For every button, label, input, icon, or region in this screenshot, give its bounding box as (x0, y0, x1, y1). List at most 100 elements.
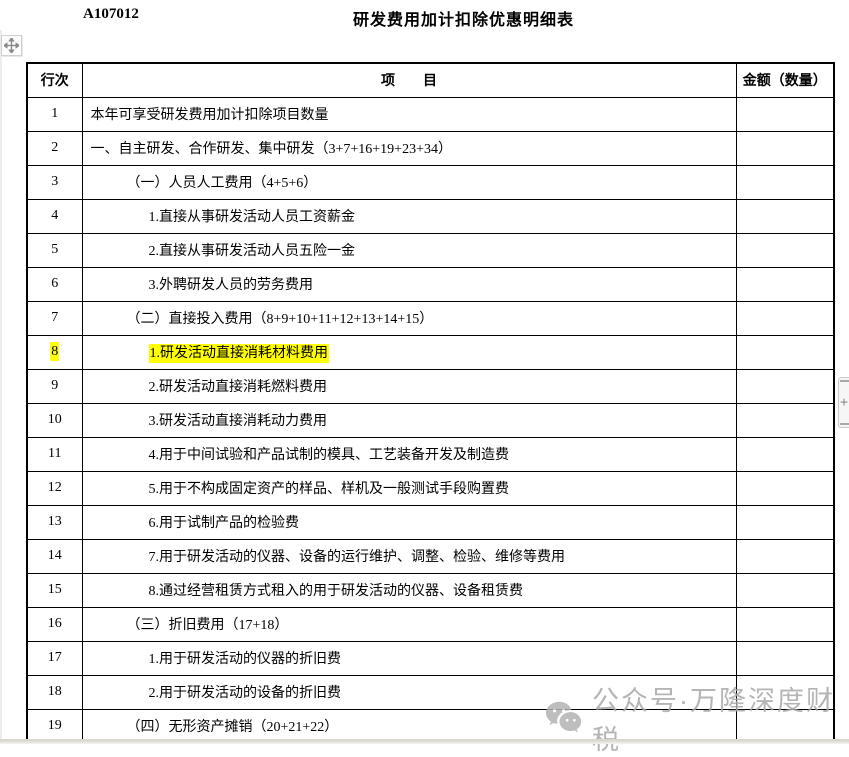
row-no-cell: 14 (26, 538, 83, 574)
page-left-edge (0, 30, 2, 744)
amount-cell[interactable] (735, 300, 835, 336)
amount-cell[interactable] (735, 708, 835, 744)
row-no-text: 15 (47, 582, 62, 597)
row-no-cell: 13 (26, 504, 83, 540)
row-no-cell: 1 (26, 96, 83, 132)
row-no-cell: 15 (26, 572, 83, 608)
row-no-cell: 18 (26, 674, 83, 710)
row-no-cell: 3 (26, 164, 83, 200)
amount-cell[interactable] (735, 606, 835, 642)
table-row: 13 6.用于试制产品的检验费 (26, 504, 835, 540)
item-cell[interactable]: （二）直接投入费用（8+9+10+11+12+13+14+15） (81, 300, 737, 336)
item-cell[interactable]: 8.通过经营租赁方式租入的用于研发活动的仪器、设备租赁费 (81, 572, 737, 608)
amount-cell[interactable] (735, 164, 835, 200)
table-move-handle[interactable] (1, 35, 22, 56)
amount-cell[interactable] (735, 402, 835, 438)
amount-cell[interactable] (735, 470, 835, 506)
table-row: 17 1.用于研发活动的仪器的折旧费 (26, 640, 835, 676)
item-cell[interactable]: 2.研发活动直接消耗燃料费用 (81, 368, 737, 404)
item-cell[interactable]: （四）无形资产摊销（20+21+22） (81, 708, 737, 744)
item-cell[interactable]: 7.用于研发活动的仪器、设备的运行维护、调整、检验、维修等费用 (81, 538, 737, 574)
table-row: 6 3.外聘研发人员的劳务费用 (26, 266, 835, 302)
item-cell[interactable]: 1.直接从事研发活动人员工资薪金 (81, 198, 737, 234)
amount-cell[interactable] (735, 504, 835, 540)
item-text: 2.用于研发活动的设备的折旧费 (148, 686, 342, 701)
item-cell[interactable]: 3.研发活动直接消耗动力费用 (81, 402, 737, 438)
row-no-cell: 8 (26, 334, 83, 370)
item-text: 1.研发活动直接消耗材料费用 (148, 344, 329, 363)
item-cell[interactable]: 5.用于不构成固定资产的样品、样机及一般测试手段购置费 (81, 470, 737, 506)
row-no-text: 1 (51, 106, 59, 121)
amount-cell[interactable] (735, 368, 835, 404)
table-row: 11 4.用于中间试验和产品试制的模具、工艺装备开发及制造费 (26, 436, 835, 472)
plus-handle-icon: + (840, 395, 848, 410)
form-code: A107012 (83, 6, 139, 22)
amount-cell[interactable] (735, 266, 835, 302)
amount-cell[interactable] (735, 674, 835, 710)
amount-cell[interactable] (735, 334, 835, 370)
row-no-cell: 9 (26, 368, 83, 404)
item-cell[interactable]: 一、自主研发、合作研发、集中研发（3+7+16+19+23+34） (81, 130, 737, 166)
item-cell[interactable]: 6.用于试制产品的检验费 (81, 504, 737, 540)
row-no-cell: 17 (26, 640, 83, 676)
amount-cell[interactable] (735, 538, 835, 574)
item-text: 一、自主研发、合作研发、集中研发（3+7+16+19+23+34） (90, 142, 452, 157)
amount-cell[interactable] (735, 96, 835, 132)
move-icon (4, 38, 19, 53)
item-text: （二）直接投入费用（8+9+10+11+12+13+14+15） (126, 312, 434, 327)
row-no-cell: 11 (26, 436, 83, 472)
item-text: 1.用于研发活动的仪器的折旧费 (148, 652, 342, 667)
item-cell[interactable]: 1.研发活动直接消耗材料费用 (81, 334, 737, 370)
item-cell[interactable]: 本年可享受研发费用加计扣除项目数量 (81, 96, 737, 132)
item-cell[interactable]: 2.直接从事研发活动人员五险一金 (81, 232, 737, 268)
amount-cell[interactable] (735, 572, 835, 608)
row-no-text: 16 (47, 616, 62, 631)
item-cell[interactable]: 3.外聘研发人员的劳务费用 (81, 266, 737, 302)
row-no-text: 5 (51, 242, 59, 257)
header-row-no: 行次 (26, 62, 83, 98)
item-cell[interactable]: 4.用于中间试验和产品试制的模具、工艺装备开发及制造费 (81, 436, 737, 472)
table-row: 7 （二）直接投入费用（8+9+10+11+12+13+14+15） (26, 300, 835, 336)
item-cell[interactable]: （一）人员人工费用（4+5+6） (81, 164, 737, 200)
amount-cell[interactable] (735, 232, 835, 268)
table-row: 4 1.直接从事研发活动人员工资薪金 (26, 198, 835, 234)
row-no-text: 13 (47, 514, 62, 529)
table-row: 3 （一）人员人工费用（4+5+6） (26, 164, 835, 200)
row-no-cell: 7 (26, 300, 83, 336)
header-amount: 金额（数量） (735, 62, 835, 98)
item-cell[interactable]: 2.用于研发活动的设备的折旧费 (81, 674, 737, 710)
item-text: 8.通过经营租赁方式租入的用于研发活动的仪器、设备租赁费 (148, 584, 524, 599)
item-cell[interactable]: （三）折旧费用（17+18） (81, 606, 737, 642)
item-text: （三）折旧费用（17+18） (126, 618, 289, 633)
item-text: 3.外聘研发人员的劳务费用 (148, 278, 314, 293)
row-no-text: 19 (47, 717, 62, 733)
table-row: 10 3.研发活动直接消耗动力费用 (26, 402, 835, 438)
item-text: 6.用于试制产品的检验费 (148, 516, 300, 531)
amount-cell[interactable] (735, 436, 835, 472)
row-no-cell: 6 (26, 266, 83, 302)
row-no-text: 2 (51, 140, 59, 155)
table-row: 12 5.用于不构成固定资产的样品、样机及一般测试手段购置费 (26, 470, 835, 506)
table-row: 19 （四）无形资产摊销（20+21+22） (26, 708, 835, 744)
row-no-cell: 19 (26, 708, 83, 744)
row-no-text: 17 (47, 650, 62, 665)
table-row: 9 2.研发活动直接消耗燃料费用 (26, 368, 835, 404)
amount-cell[interactable] (735, 640, 835, 676)
table-row: 1 本年可享受研发费用加计扣除项目数量 (26, 96, 835, 132)
scroll-handle[interactable]: + (838, 377, 849, 428)
item-text: 本年可享受研发费用加计扣除项目数量 (90, 108, 329, 123)
rd-expense-table: 行次 项 目 金额（数量） 1 本年可享受研发费用加计扣除项目数量 2 一、自主… (26, 62, 835, 744)
amount-cell[interactable] (735, 130, 835, 166)
row-no-cell: 10 (26, 402, 83, 438)
table-row: 16 （三）折旧费用（17+18） (26, 606, 835, 642)
row-no-text: 3 (51, 174, 59, 189)
table-row: 15 8.通过经营租赁方式租入的用于研发活动的仪器、设备租赁费 (26, 572, 835, 608)
header-row: 行次 项 目 金额（数量） (26, 62, 835, 98)
item-text: 2.直接从事研发活动人员五险一金 (148, 244, 356, 259)
amount-cell[interactable] (735, 198, 835, 234)
item-cell[interactable]: 1.用于研发活动的仪器的折旧费 (81, 640, 737, 676)
row-no-cell: 12 (26, 470, 83, 506)
table-row: 8 1.研发活动直接消耗材料费用 (26, 334, 835, 370)
item-text: （四）无形资产摊销（20+21+22） (126, 719, 339, 735)
row-no-text: 8 (50, 342, 60, 361)
